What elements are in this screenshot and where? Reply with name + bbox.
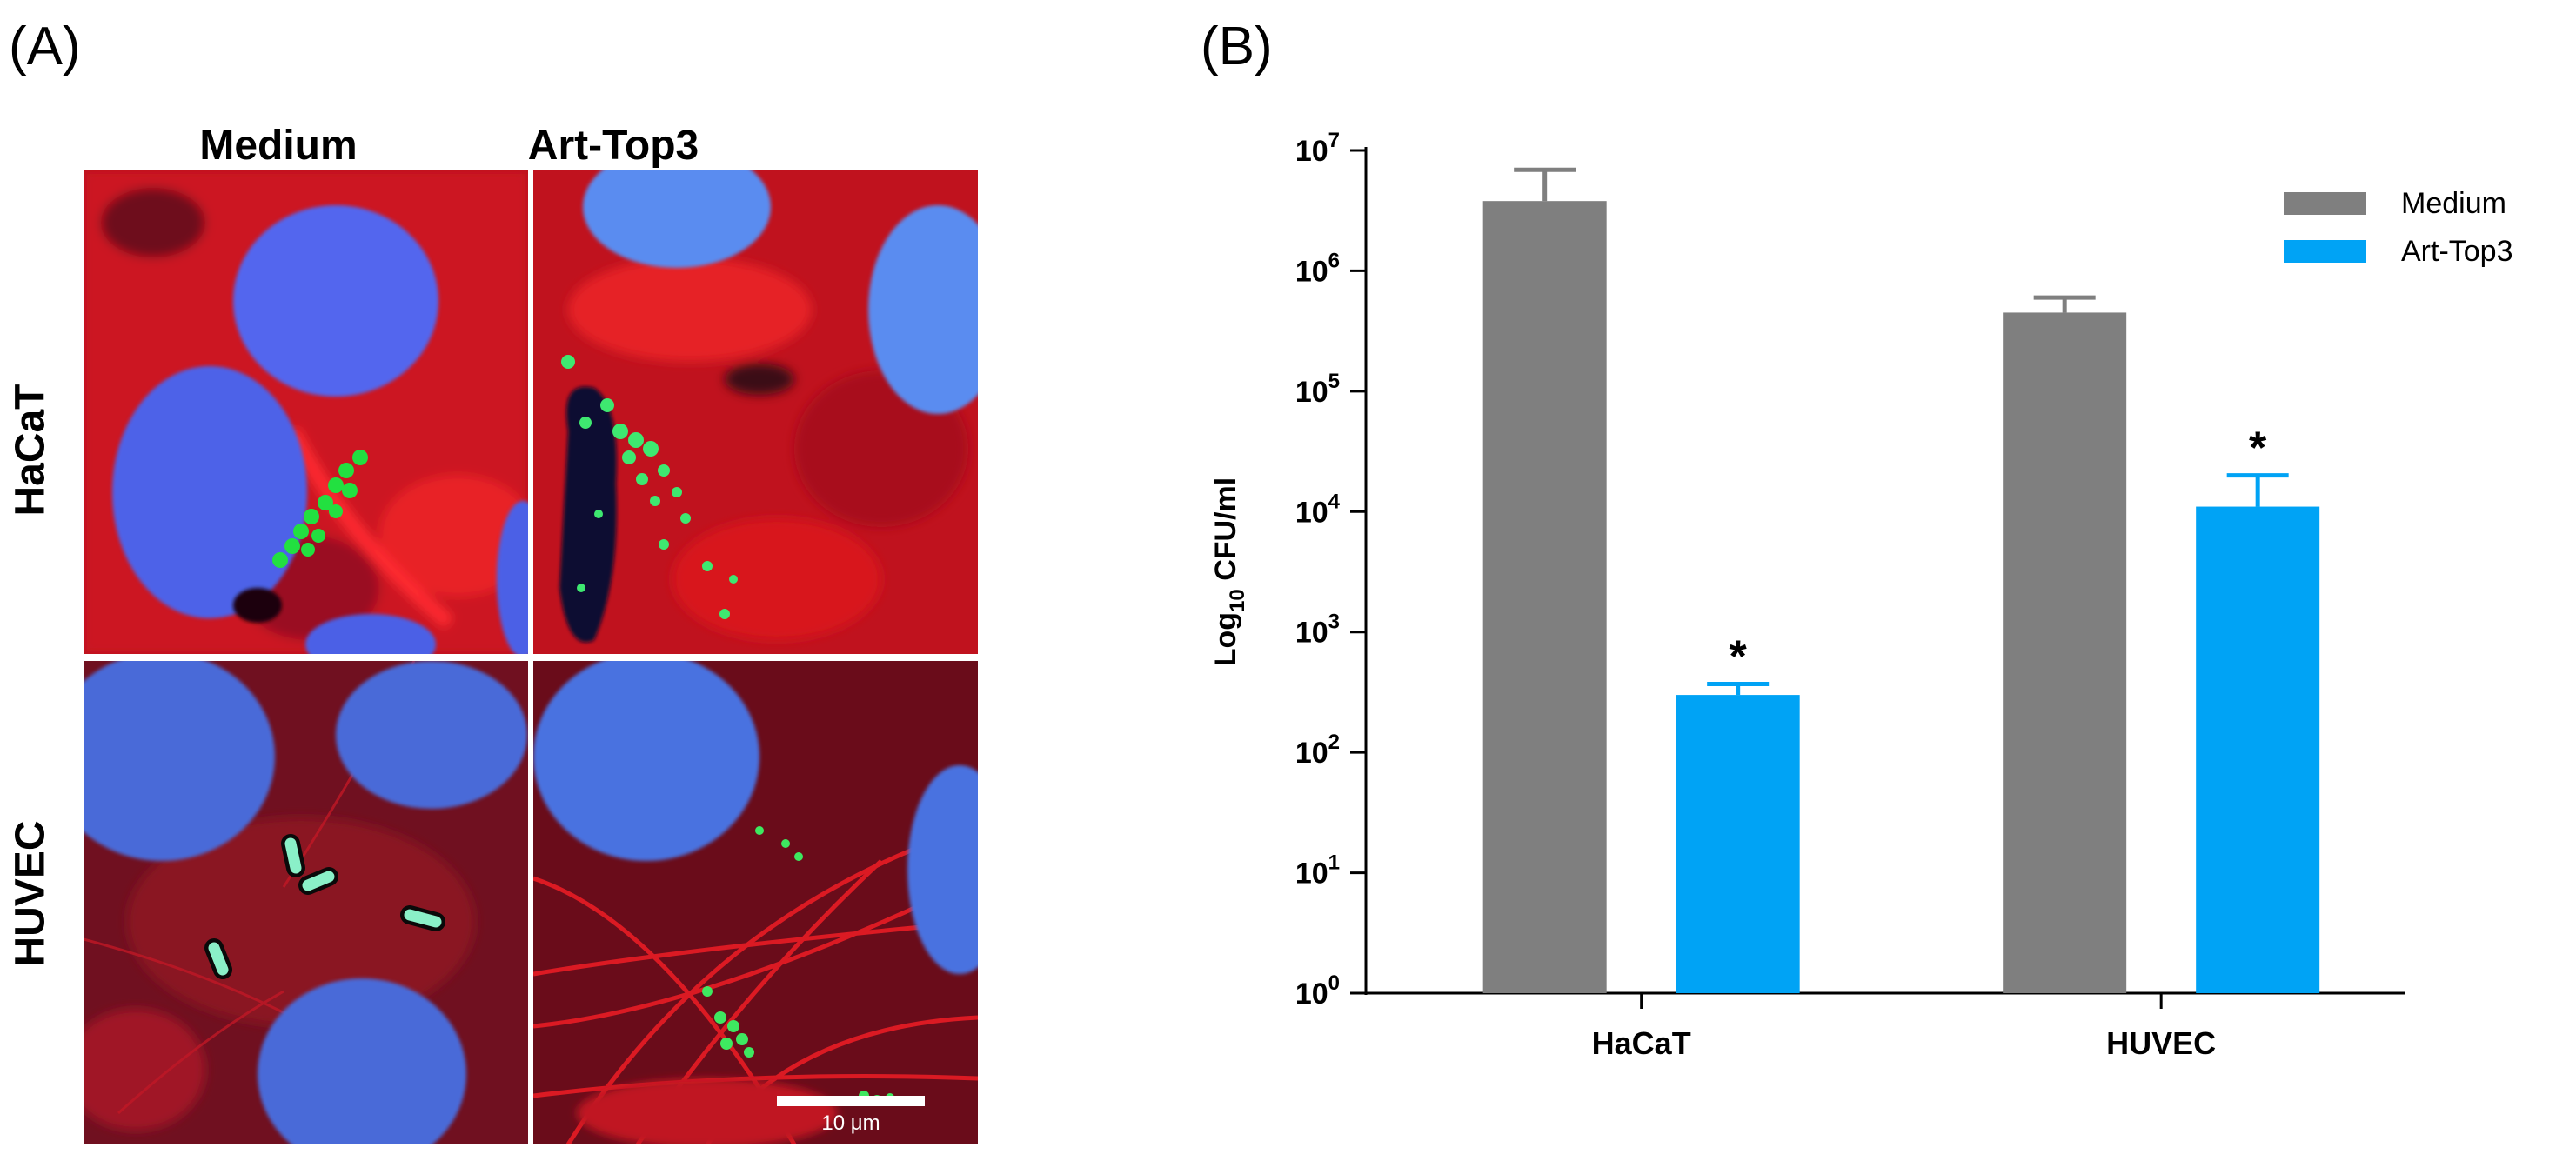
y-tick-label: 103 <box>1295 611 1340 650</box>
column-header-medium: Medium <box>199 123 358 169</box>
y-tick-label: 106 <box>1295 249 1340 288</box>
x-category-label: HUVEC <box>2106 1025 2216 1061</box>
bar-art-top3-hacat <box>1676 695 1800 993</box>
y-tick-label: 104 <box>1295 490 1341 529</box>
y-tick-label: 105 <box>1295 370 1340 409</box>
micrograph-huvec-art-top3: 10 μm <box>533 661 978 1144</box>
y-axis-label: Log10 CFU/ml <box>1209 477 1249 666</box>
scale-bar-label: 10 μm <box>821 1111 880 1135</box>
bar-medium-hacat <box>1482 201 1607 994</box>
micrograph-huvec-medium <box>84 661 528 1144</box>
y-tick-label: 100 <box>1295 971 1340 1011</box>
panel-b-label: (B) <box>1201 17 1273 77</box>
legend-label-art-top3: Art-Top3 <box>2401 235 2513 268</box>
row-header-hacat: HaCaT <box>7 384 54 517</box>
bar-medium-huvec <box>2003 312 2127 994</box>
significance-marker: * <box>1730 631 1748 682</box>
legend-label-medium: Medium <box>2401 187 2506 220</box>
micrograph-hacat-art-top3 <box>533 170 978 654</box>
panel-a-label: (A) <box>9 17 81 77</box>
chart-legend: Medium Art-Top3 <box>2284 187 2513 268</box>
chart-axes: 100 101 102 103 104 105 106 107 Log10 CFU/ml HaCa… <box>1209 129 2405 1061</box>
legend-swatch-art-top3 <box>2284 240 2366 263</box>
y-tick-label: 107 <box>1295 129 1340 168</box>
y-tick-label: 101 <box>1295 851 1340 891</box>
bar-art-top3-huvec <box>2196 506 2320 993</box>
x-category-label: HaCaT <box>1592 1025 1691 1061</box>
column-header-art-top3: Art-Top3 <box>527 123 699 169</box>
scale-bar <box>777 1096 925 1106</box>
significance-marker: * <box>2249 424 2267 474</box>
row-header-huvec: HUVEC <box>7 820 54 967</box>
cfu-bar-chart: 100 101 102 103 104 105 106 107 Log10 CFU/ml HaCa… <box>1209 129 2513 1061</box>
y-tick-label: 102 <box>1295 731 1340 770</box>
micrograph-hacat-medium <box>84 170 528 654</box>
legend-swatch-medium <box>2284 192 2366 215</box>
